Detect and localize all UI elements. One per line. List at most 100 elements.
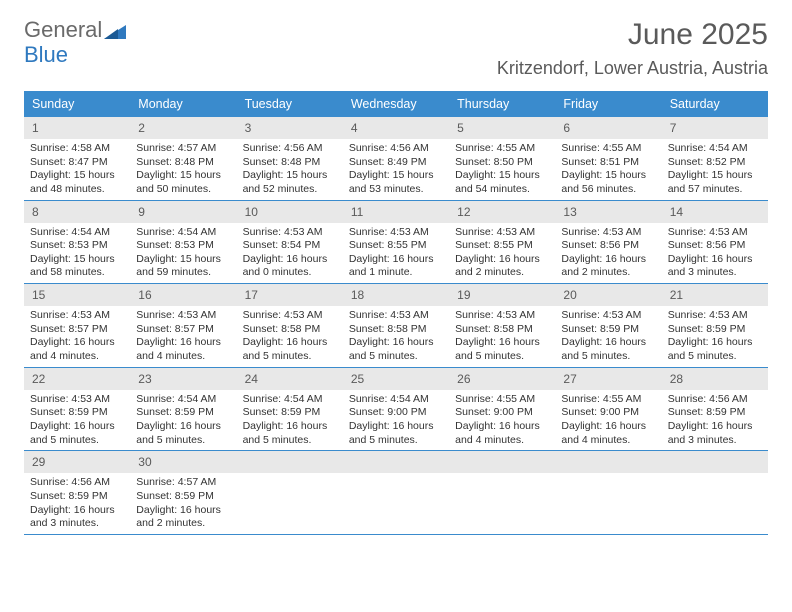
daylight-line2: and 5 minutes. (136, 434, 230, 448)
dow-saturday: Saturday (662, 91, 768, 117)
daylight-line2: and 4 minutes. (455, 434, 549, 448)
daylight-line1: Daylight: 16 hours (561, 336, 655, 350)
day-number: 24 (237, 368, 343, 390)
daylight-line1: Daylight: 15 hours (349, 169, 443, 183)
day-cell: 19Sunrise: 4:53 AMSunset: 8:58 PMDayligh… (449, 284, 555, 367)
daylight-line2: and 50 minutes. (136, 183, 230, 197)
day-details: Sunrise: 4:54 AMSunset: 8:52 PMDaylight:… (662, 139, 768, 200)
day-cell: 22Sunrise: 4:53 AMSunset: 8:59 PMDayligh… (24, 368, 130, 451)
day-cell: 30Sunrise: 4:57 AMSunset: 8:59 PMDayligh… (130, 451, 236, 534)
week-row: 29Sunrise: 4:56 AMSunset: 8:59 PMDayligh… (24, 451, 768, 535)
sunset-text: Sunset: 8:59 PM (243, 406, 337, 420)
sunrise-text: Sunrise: 4:53 AM (30, 309, 124, 323)
day-cell: 15Sunrise: 4:53 AMSunset: 8:57 PMDayligh… (24, 284, 130, 367)
day-cell: 12Sunrise: 4:53 AMSunset: 8:55 PMDayligh… (449, 201, 555, 284)
daylight-line1: Daylight: 15 hours (136, 253, 230, 267)
day-details: Sunrise: 4:56 AMSunset: 8:49 PMDaylight:… (343, 139, 449, 200)
day-details: Sunrise: 4:53 AMSunset: 8:59 PMDaylight:… (555, 306, 661, 367)
sunset-text: Sunset: 8:51 PM (561, 156, 655, 170)
daylight-line2: and 3 minutes. (668, 434, 762, 448)
sunrise-text: Sunrise: 4:53 AM (455, 309, 549, 323)
daylight-line2: and 5 minutes. (349, 434, 443, 448)
empty-cell: ..... (343, 451, 449, 534)
daylight-line1: Daylight: 15 hours (243, 169, 337, 183)
daylight-line2: and 58 minutes. (30, 266, 124, 280)
sunrise-text: Sunrise: 4:53 AM (30, 393, 124, 407)
day-number: 13 (555, 201, 661, 223)
sunset-text: Sunset: 9:00 PM (349, 406, 443, 420)
day-number: 22 (24, 368, 130, 390)
daylight-line1: Daylight: 15 hours (561, 169, 655, 183)
sunrise-text: Sunrise: 4:55 AM (455, 142, 549, 156)
day-number: 18 (343, 284, 449, 306)
day-number: 16 (130, 284, 236, 306)
daylight-line1: Daylight: 15 hours (30, 169, 124, 183)
day-cell: 14Sunrise: 4:53 AMSunset: 8:56 PMDayligh… (662, 201, 768, 284)
day-number: 25 (343, 368, 449, 390)
daylight-line2: and 5 minutes. (349, 350, 443, 364)
daylight-line1: Daylight: 16 hours (30, 420, 124, 434)
sunrise-text: Sunrise: 4:53 AM (561, 226, 655, 240)
day-cell: 25Sunrise: 4:54 AMSunset: 9:00 PMDayligh… (343, 368, 449, 451)
day-cell: 16Sunrise: 4:53 AMSunset: 8:57 PMDayligh… (130, 284, 236, 367)
day-details: Sunrise: 4:53 AMSunset: 8:58 PMDaylight:… (449, 306, 555, 367)
sunset-text: Sunset: 8:49 PM (349, 156, 443, 170)
sunset-text: Sunset: 8:55 PM (349, 239, 443, 253)
daylight-line2: and 5 minutes. (30, 434, 124, 448)
day-cell: 28Sunrise: 4:56 AMSunset: 8:59 PMDayligh… (662, 368, 768, 451)
daylight-line1: Daylight: 16 hours (136, 336, 230, 350)
daylight-line2: and 2 minutes. (136, 517, 230, 531)
sunset-text: Sunset: 8:55 PM (455, 239, 549, 253)
sunrise-text: Sunrise: 4:55 AM (455, 393, 549, 407)
day-cell: 2Sunrise: 4:57 AMSunset: 8:48 PMDaylight… (130, 117, 236, 200)
title-block: June 2025 Kritzendorf, Lower Austria, Au… (497, 18, 768, 79)
calendar: SundayMondayTuesdayWednesdayThursdayFrid… (24, 91, 768, 535)
sunrise-text: Sunrise: 4:53 AM (136, 309, 230, 323)
sunset-text: Sunset: 8:53 PM (30, 239, 124, 253)
day-number: 15 (24, 284, 130, 306)
day-details: Sunrise: 4:55 AMSunset: 9:00 PMDaylight:… (449, 390, 555, 451)
sunrise-text: Sunrise: 4:56 AM (349, 142, 443, 156)
day-number: 26 (449, 368, 555, 390)
day-number: 12 (449, 201, 555, 223)
sunset-text: Sunset: 8:59 PM (561, 323, 655, 337)
daylight-line2: and 54 minutes. (455, 183, 549, 197)
sunset-text: Sunset: 8:59 PM (30, 406, 124, 420)
sunset-text: Sunset: 8:47 PM (30, 156, 124, 170)
day-details: Sunrise: 4:53 AMSunset: 8:58 PMDaylight:… (237, 306, 343, 367)
brand-logo: General Blue (24, 18, 126, 66)
daylight-line2: and 57 minutes. (668, 183, 762, 197)
day-cell: 9Sunrise: 4:54 AMSunset: 8:53 PMDaylight… (130, 201, 236, 284)
day-number: 17 (237, 284, 343, 306)
sunrise-text: Sunrise: 4:53 AM (668, 309, 762, 323)
day-details: Sunrise: 4:57 AMSunset: 8:59 PMDaylight:… (130, 473, 236, 534)
daylight-line1: Daylight: 16 hours (349, 336, 443, 350)
daylight-line2: and 1 minute. (349, 266, 443, 280)
sunrise-text: Sunrise: 4:55 AM (561, 142, 655, 156)
daylight-line1: Daylight: 15 hours (668, 169, 762, 183)
daylight-line2: and 56 minutes. (561, 183, 655, 197)
sunset-text: Sunset: 8:48 PM (136, 156, 230, 170)
header: General Blue June 2025 Kritzendorf, Lowe… (0, 0, 792, 83)
sunrise-text: Sunrise: 4:56 AM (30, 476, 124, 490)
week-row: 22Sunrise: 4:53 AMSunset: 8:59 PMDayligh… (24, 368, 768, 452)
daylight-line1: Daylight: 16 hours (668, 420, 762, 434)
day-number: 30 (130, 451, 236, 473)
sunrise-text: Sunrise: 4:54 AM (136, 393, 230, 407)
daylight-line1: Daylight: 16 hours (455, 420, 549, 434)
day-number: 6 (555, 117, 661, 139)
day-details: Sunrise: 4:53 AMSunset: 8:57 PMDaylight:… (130, 306, 236, 367)
day-cell: 8Sunrise: 4:54 AMSunset: 8:53 PMDaylight… (24, 201, 130, 284)
empty-cell: ..... (237, 451, 343, 534)
daylight-line2: and 53 minutes. (349, 183, 443, 197)
day-details: Sunrise: 4:53 AMSunset: 8:55 PMDaylight:… (343, 223, 449, 284)
day-cell: 3Sunrise: 4:56 AMSunset: 8:48 PMDaylight… (237, 117, 343, 200)
sunrise-text: Sunrise: 4:53 AM (561, 309, 655, 323)
day-number: 4 (343, 117, 449, 139)
day-details: Sunrise: 4:53 AMSunset: 8:59 PMDaylight:… (24, 390, 130, 451)
dow-monday: Monday (130, 91, 236, 117)
day-number: 14 (662, 201, 768, 223)
daylight-line1: Daylight: 16 hours (455, 253, 549, 267)
day-details: Sunrise: 4:53 AMSunset: 8:56 PMDaylight:… (555, 223, 661, 284)
daylight-line1: Daylight: 16 hours (136, 504, 230, 518)
